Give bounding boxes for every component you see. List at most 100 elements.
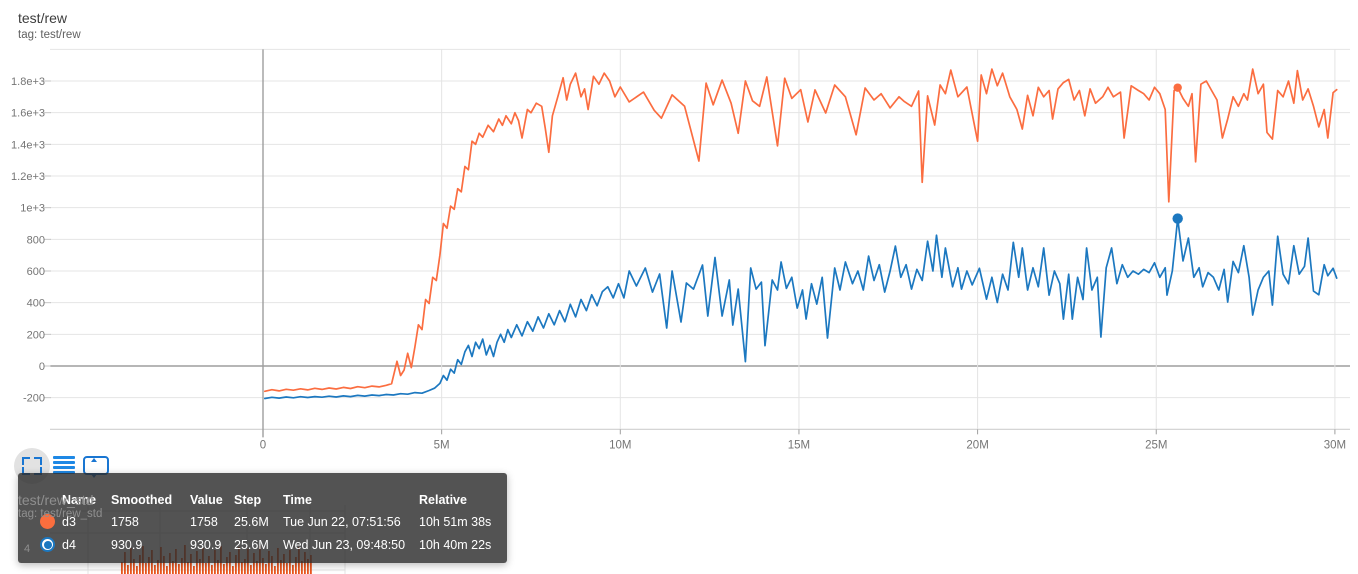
next-card-spike (301, 561, 303, 574)
next-card-spike (148, 557, 150, 574)
tooltip-header-name: Name (62, 493, 97, 507)
next-card-spike (286, 563, 288, 574)
next-card-spike (235, 555, 237, 574)
next-card-spike (244, 559, 246, 574)
tooltip-cell-value: 930.9 (190, 537, 222, 552)
next-card-spike (265, 564, 267, 574)
next-card-spike (136, 566, 138, 574)
tooltip-cell-name: d3 (62, 514, 76, 529)
next-card-spike (133, 559, 135, 574)
next-card-spike (256, 561, 258, 574)
tooltip-cell-smoothed: 930.9 (111, 537, 143, 552)
next-card-spike (262, 558, 264, 574)
y-tick-label: 1e+3 (20, 203, 45, 215)
next-card-spike (208, 556, 210, 574)
x-tick-label: 25M (1145, 439, 1167, 451)
y-tick-label: 600 (27, 266, 45, 278)
next-card-spike (211, 565, 213, 574)
x-tick-label: 0 (260, 439, 266, 451)
y-tick-label: 200 (27, 329, 45, 341)
hover-dot-d4 (1172, 213, 1183, 224)
next-card-spike (169, 553, 171, 574)
next-card-spike (154, 565, 156, 574)
next-card-spike (271, 556, 273, 574)
tooltip-cell-step: 25.6M (234, 537, 269, 552)
next-card-spike (292, 565, 294, 574)
x-tick-label: 15M (788, 439, 810, 451)
next-card-spike (193, 566, 195, 574)
y-tick-label: 1.8e+3 (11, 76, 45, 88)
next-card-spike (190, 554, 192, 574)
expand-corner (34, 457, 42, 465)
next-card-spike (145, 563, 147, 574)
tooltip-cell-name: d4 (62, 537, 76, 552)
y-tick-label: 1.2e+3 (11, 171, 45, 183)
next-card-spike (187, 562, 189, 574)
next-card-spike (229, 552, 231, 574)
next-card-spike (157, 560, 159, 574)
next-card-spike (181, 558, 183, 574)
hover-dot-d3 (1173, 83, 1182, 92)
next-card-spike (307, 559, 309, 574)
y-tick-label: 1.6e+3 (11, 108, 45, 120)
next-card-spike (304, 552, 306, 574)
next-card-spike (250, 565, 252, 574)
chart-title: test/rew (18, 10, 68, 26)
run-swatch-blue-icon (40, 537, 55, 552)
x-tick-label: 30M (1324, 439, 1346, 451)
next-card-spike (241, 562, 243, 574)
tooltip-cell-time: Tue Jun 22, 07:51:56 (283, 514, 401, 529)
next-card-spike (283, 554, 285, 574)
next-card-spike (253, 553, 255, 574)
next-card-spike (217, 560, 219, 574)
tooltip-cell-value: 1758 (190, 514, 218, 529)
next-card-spike (199, 559, 201, 574)
next-card-spike (280, 560, 282, 574)
chart-tag: tag: test/rew (18, 29, 81, 41)
next-card-spike (295, 557, 297, 574)
runs-list-icon[interactable] (52, 455, 78, 481)
next-card-spike (274, 566, 276, 574)
chart-card-header: test/rew tag: test/rew (18, 10, 81, 42)
tooltip-table: Name Smoothed Value Step Time Relative d3 1758 1… (26, 490, 505, 556)
y-tick-label: 0 (39, 361, 45, 373)
x-tick-label: 10M (609, 439, 631, 451)
next-card-spike (163, 556, 165, 574)
y-tick-label: 800 (27, 234, 45, 246)
x-tick-label: 20M (966, 439, 988, 451)
next-card-spike (166, 566, 168, 574)
series-d3-line[interactable] (263, 68, 1338, 393)
tooltip-header-smoothed: Smoothed (111, 493, 173, 507)
y-tick-label: 1.4e+3 (11, 139, 45, 151)
tooltip-header-row: Name Smoothed Value Step Time Relative (26, 490, 505, 510)
tooltip-cell-relative: 10h 51m 38s (419, 514, 492, 529)
tooltip-header-relative: Relative (419, 493, 467, 507)
series-d4-line[interactable] (263, 217, 1338, 400)
next-card-spike (205, 563, 207, 574)
tooltip-header-time: Time (283, 493, 312, 507)
tooltip-swatch-header (26, 490, 62, 510)
next-card-spike (139, 555, 141, 574)
tooltip-header-value: Value (190, 493, 223, 507)
tooltip-cell-relative: 10h 40m 22s (419, 537, 492, 552)
tooltip-cell-step: 25.6M (234, 514, 269, 529)
tooltip-row-d3: d3 1758 1758 25.6M Tue Jun 22, 07:51:56 10h 5… (26, 510, 505, 533)
x-tick-label: 5M (434, 439, 450, 451)
tooltip-cell-smoothed: 1758 (111, 514, 139, 529)
next-card-spike (232, 566, 234, 574)
next-card-spike (121, 562, 123, 574)
next-card-spike (124, 552, 126, 574)
expand-corner (22, 457, 30, 465)
y-tick-label: -200 (23, 393, 45, 405)
next-card-spike (127, 565, 129, 574)
tooltip-header-step: Step (234, 493, 262, 507)
tooltip-cell-time: Wed Jun 23, 09:48:50 (283, 537, 406, 552)
y-tick-label: 400 (27, 298, 45, 310)
next-card-spike (226, 557, 228, 574)
hover-tooltip: Name Smoothed Value Step Time Relative d3 1758 1… (18, 473, 507, 563)
next-card-spike (178, 564, 180, 574)
tooltip-row-d4: d4 930.9 930.9 25.6M Wed Jun 23, 09:48:50 10h… (26, 533, 505, 556)
next-card-spike (310, 555, 312, 574)
next-card-spike (223, 564, 225, 574)
run-swatch-orange-icon (40, 514, 55, 529)
